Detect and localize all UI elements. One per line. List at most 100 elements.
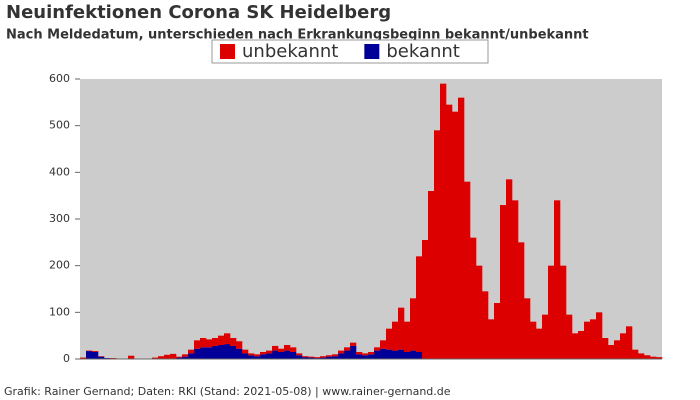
bar xyxy=(500,205,507,359)
bar xyxy=(416,352,423,359)
bar xyxy=(398,307,405,350)
bar xyxy=(416,256,423,352)
bar xyxy=(374,347,381,351)
bar xyxy=(350,342,357,346)
bar xyxy=(230,338,237,346)
bar xyxy=(236,348,243,359)
bar xyxy=(338,353,345,359)
bar xyxy=(404,321,411,352)
bar xyxy=(440,83,447,360)
y-tick-label: 600 xyxy=(49,72,70,85)
bar xyxy=(218,345,225,359)
bar xyxy=(200,338,207,348)
bar xyxy=(284,350,291,359)
bar xyxy=(164,354,171,359)
bar xyxy=(650,356,657,359)
bar xyxy=(308,356,315,358)
bar xyxy=(182,354,189,357)
bar xyxy=(296,353,303,356)
y-tick-label: 0 xyxy=(63,352,70,365)
bar xyxy=(386,349,393,359)
bar xyxy=(374,350,381,359)
bar xyxy=(536,328,543,359)
bar xyxy=(626,326,633,359)
bar xyxy=(206,339,213,348)
bar xyxy=(260,352,267,355)
bar xyxy=(338,350,345,354)
bar xyxy=(548,265,555,359)
bar xyxy=(482,291,489,359)
bar xyxy=(86,351,93,359)
bar xyxy=(254,356,261,359)
bar xyxy=(614,340,621,359)
bar xyxy=(584,321,591,359)
bar xyxy=(236,341,243,349)
bar xyxy=(608,345,615,359)
bar xyxy=(248,353,255,356)
bar xyxy=(368,354,375,359)
bar xyxy=(188,353,195,359)
legend-swatch xyxy=(364,44,380,59)
bar xyxy=(578,331,585,359)
y-tick-label: 500 xyxy=(49,119,70,132)
bar xyxy=(386,328,393,350)
bar xyxy=(392,350,399,359)
bar xyxy=(356,354,363,359)
bar xyxy=(602,338,609,359)
bar xyxy=(200,347,207,359)
bar xyxy=(230,345,237,359)
bar xyxy=(92,352,99,359)
bar xyxy=(458,97,465,360)
bar xyxy=(212,338,219,346)
bar xyxy=(470,237,477,359)
bar xyxy=(410,350,417,359)
plot-area xyxy=(80,79,662,359)
bar xyxy=(260,354,267,359)
bar xyxy=(560,265,567,359)
footer: Grafik: Rainer Gernand; Daten: RKI (Stan… xyxy=(4,385,451,398)
bar xyxy=(464,181,471,359)
y-tick-label: 100 xyxy=(49,305,70,318)
bar xyxy=(224,344,231,359)
bar xyxy=(272,350,279,359)
bar xyxy=(266,353,273,359)
bar xyxy=(290,352,297,359)
legend xyxy=(211,39,489,64)
bar xyxy=(326,355,333,357)
bar xyxy=(182,356,189,359)
bar xyxy=(242,353,249,359)
bar xyxy=(332,354,339,357)
bar xyxy=(302,356,309,358)
bar xyxy=(290,347,297,352)
bar xyxy=(356,352,363,355)
bar xyxy=(362,355,369,359)
bar xyxy=(176,357,183,359)
bar xyxy=(524,298,531,359)
y-tick-label: 400 xyxy=(49,165,70,178)
bar xyxy=(434,130,441,359)
bar xyxy=(152,357,159,359)
bar xyxy=(80,357,87,359)
bar xyxy=(566,314,573,359)
bar xyxy=(596,312,603,359)
bar xyxy=(128,355,135,359)
bar xyxy=(242,349,249,354)
legend-swatch xyxy=(220,44,235,59)
chart-title: Neuinfektionen Corona SK Heidelberg xyxy=(6,2,391,23)
bar xyxy=(176,356,183,358)
bar xyxy=(542,314,549,359)
bar xyxy=(170,353,177,359)
bar xyxy=(572,333,579,359)
bar xyxy=(368,352,375,355)
bar xyxy=(320,357,327,359)
bar xyxy=(404,352,411,359)
bar xyxy=(392,321,399,351)
bar xyxy=(428,191,435,359)
bar xyxy=(284,345,291,351)
bar xyxy=(452,111,459,360)
bar xyxy=(530,321,537,359)
bar xyxy=(218,335,225,345)
bar xyxy=(92,351,99,352)
bar xyxy=(344,350,351,359)
